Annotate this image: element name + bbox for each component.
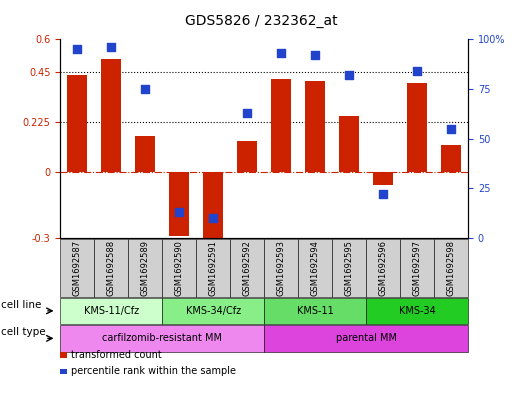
Text: GSM1692595: GSM1692595: [345, 240, 354, 296]
Point: [413, 68, 422, 74]
Text: KMS-11: KMS-11: [297, 306, 334, 316]
Text: KMS-34: KMS-34: [399, 306, 436, 316]
Bar: [271, 79, 291, 172]
Bar: [373, 172, 393, 185]
Text: GSM1692593: GSM1692593: [277, 240, 286, 296]
Bar: [169, 172, 189, 235]
Text: GSM1692591: GSM1692591: [209, 240, 218, 296]
Bar: [67, 75, 87, 172]
Text: GSM1692589: GSM1692589: [141, 240, 150, 296]
Text: cell line: cell line: [1, 300, 41, 310]
Text: GSM1692598: GSM1692598: [447, 240, 456, 296]
Point: [107, 44, 116, 50]
Bar: [305, 81, 325, 172]
Point: [311, 52, 320, 58]
Bar: [339, 116, 359, 172]
Bar: [441, 145, 461, 172]
Text: parental MM: parental MM: [336, 333, 396, 343]
Point: [243, 110, 252, 116]
Text: percentile rank within the sample: percentile rank within the sample: [71, 366, 235, 376]
Point: [277, 50, 286, 56]
Text: GSM1692587: GSM1692587: [73, 240, 82, 296]
Text: GSM1692597: GSM1692597: [413, 240, 422, 296]
Text: GSM1692596: GSM1692596: [379, 240, 388, 296]
Bar: [203, 172, 223, 242]
Text: GDS5826 / 232362_at: GDS5826 / 232362_at: [185, 14, 338, 28]
Bar: [407, 83, 427, 172]
Text: GSM1692592: GSM1692592: [243, 240, 252, 296]
Bar: [135, 136, 155, 172]
Point: [209, 215, 218, 221]
Point: [379, 191, 388, 197]
Bar: [237, 141, 257, 172]
Point: [73, 46, 82, 52]
Text: transformed count: transformed count: [71, 350, 162, 360]
Text: KMS-34/Cfz: KMS-34/Cfz: [186, 306, 241, 316]
Point: [345, 72, 354, 78]
Point: [447, 125, 456, 132]
Text: GSM1692590: GSM1692590: [175, 240, 184, 296]
Text: cell type: cell type: [1, 327, 46, 338]
Text: GSM1692594: GSM1692594: [311, 240, 320, 296]
Point: [141, 86, 150, 92]
Text: carfilzomib-resistant MM: carfilzomib-resistant MM: [102, 333, 222, 343]
Text: KMS-11/Cfz: KMS-11/Cfz: [84, 306, 139, 316]
Point: [175, 209, 184, 215]
Bar: [101, 59, 121, 172]
Text: GSM1692588: GSM1692588: [107, 240, 116, 296]
